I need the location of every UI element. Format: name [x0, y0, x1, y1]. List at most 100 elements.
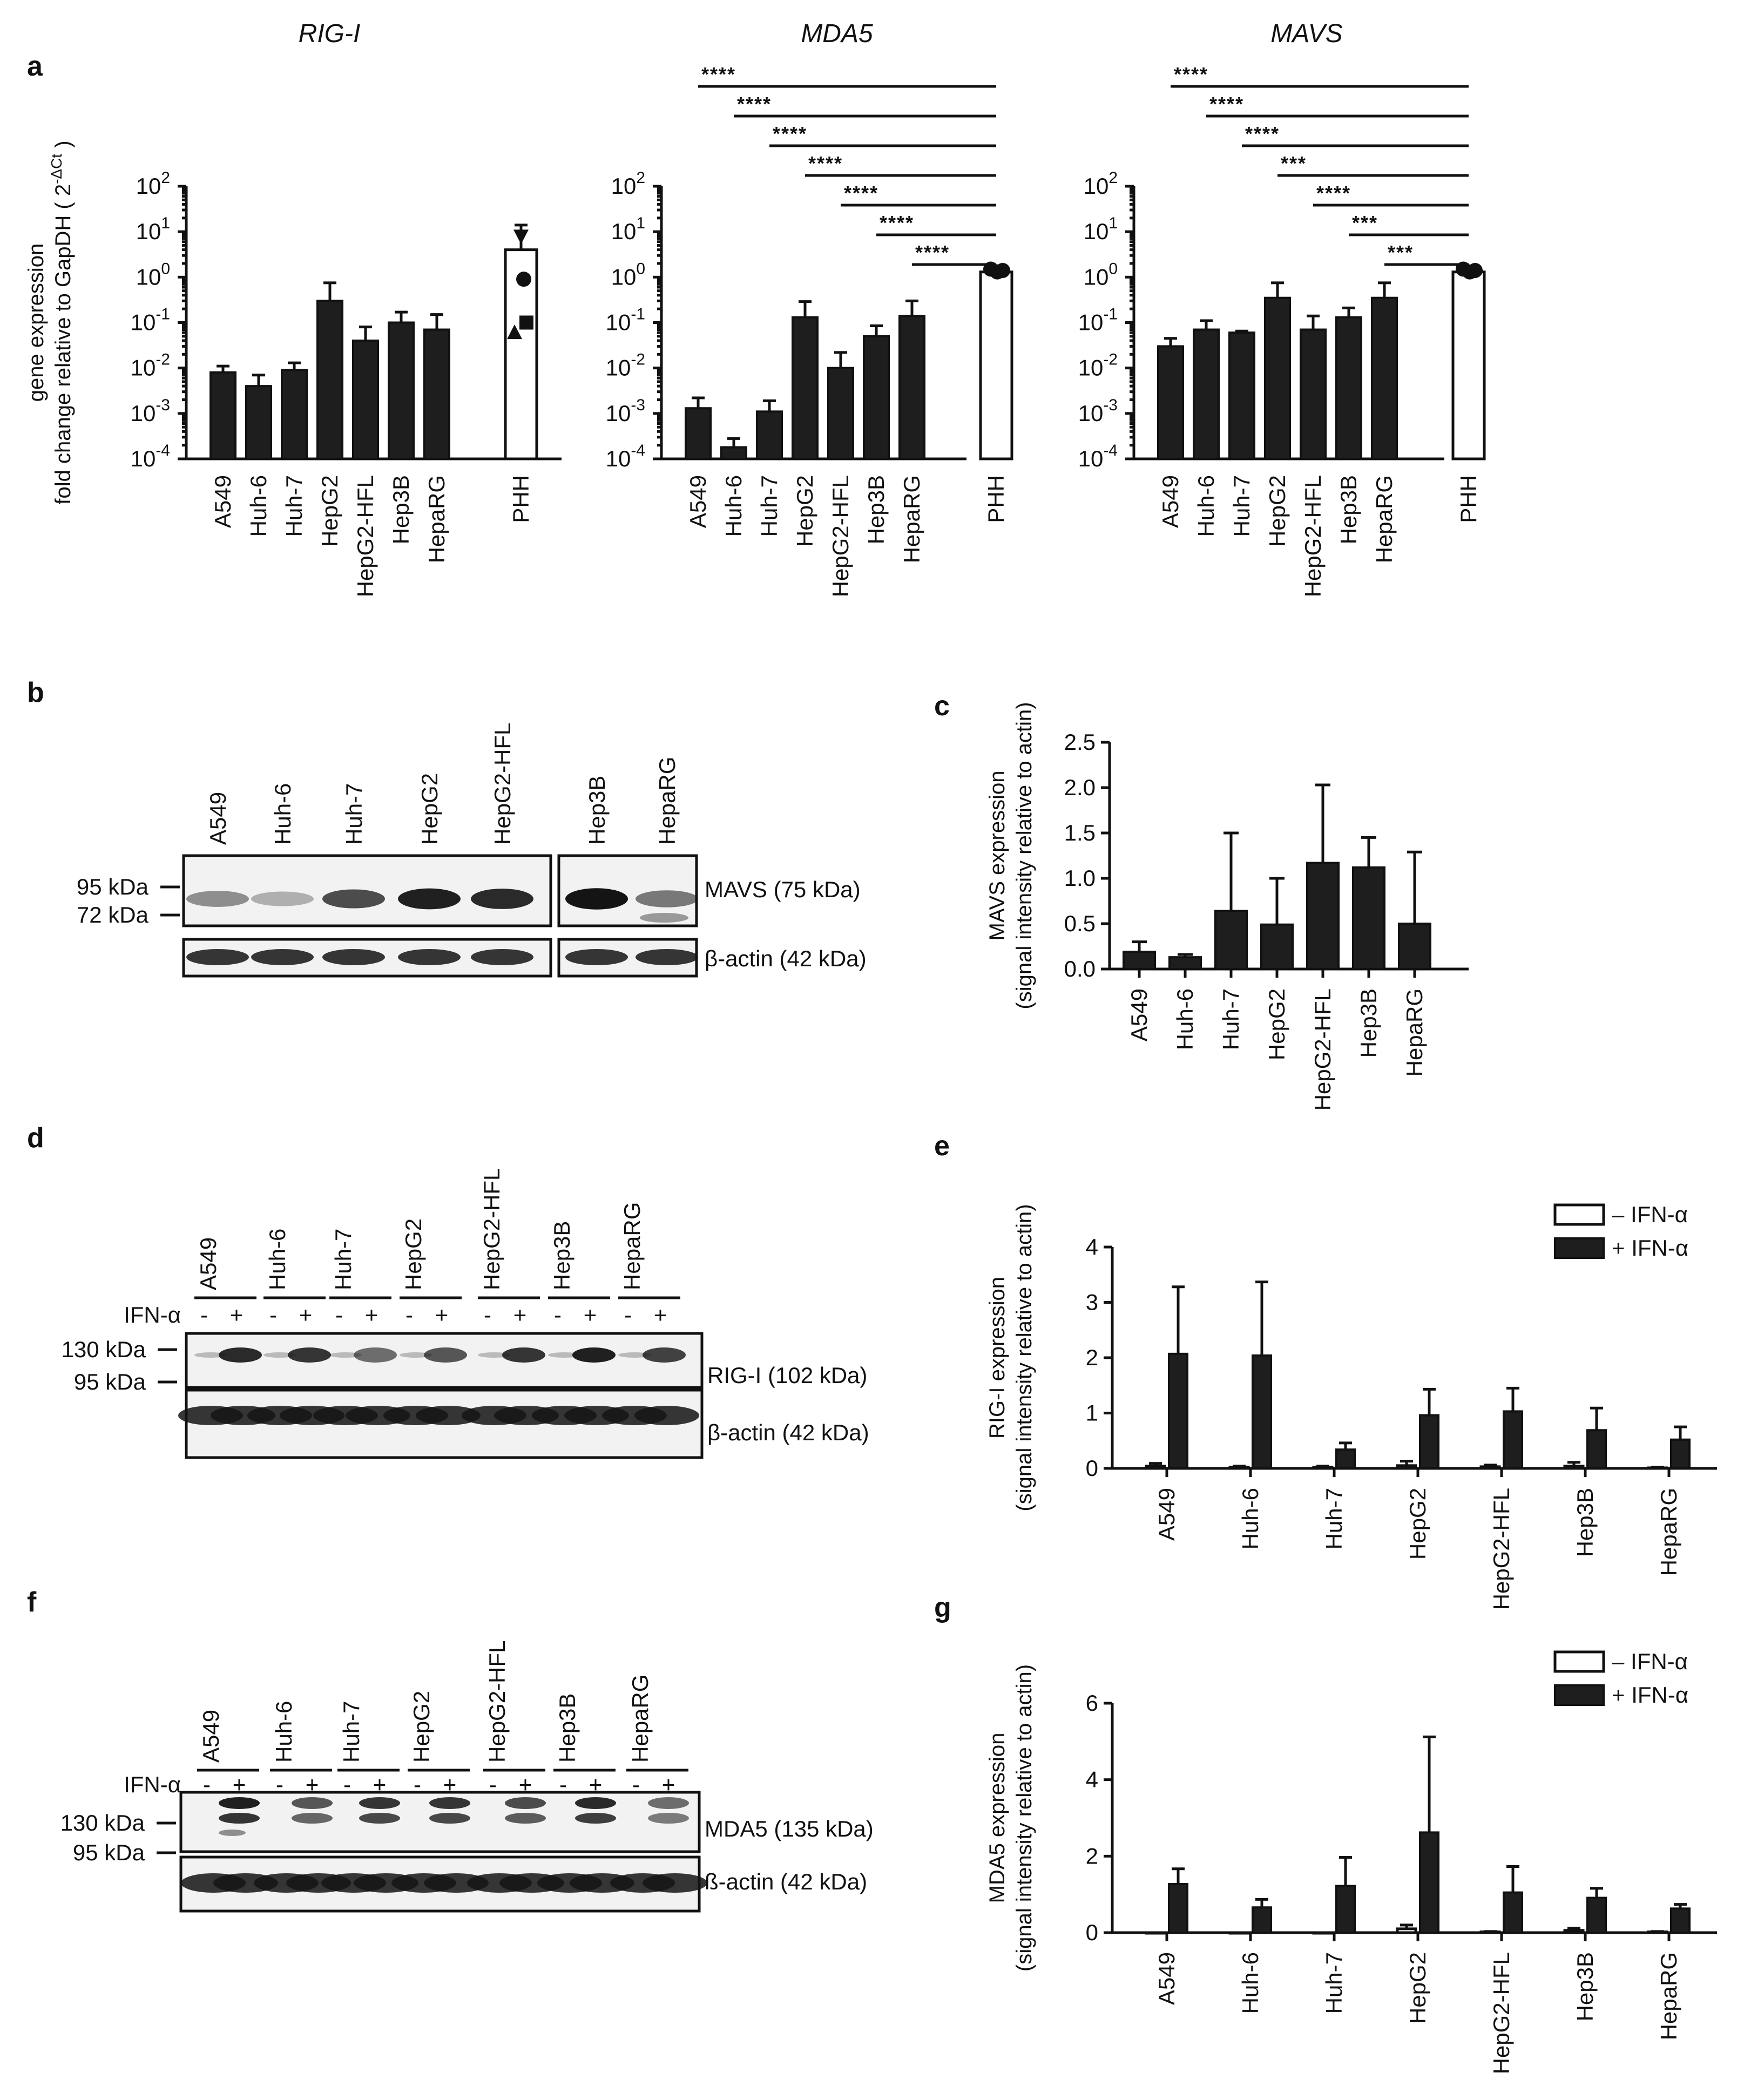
data-point — [1468, 263, 1483, 279]
y-tick-label: 10-3 — [131, 396, 170, 426]
lane-label: Huh-7 — [341, 783, 367, 845]
panel-letter-g: g — [934, 1592, 951, 1623]
y-tick-label: 2.0 — [1064, 775, 1096, 800]
lane-label: Huh-6 — [271, 1701, 296, 1763]
category-label: Huh-6 — [1238, 1952, 1263, 2014]
protein-band — [251, 949, 314, 965]
protein-band — [219, 1813, 260, 1824]
category-label: Hep3B — [1572, 1488, 1598, 1557]
lane-label: Hep3B — [549, 1221, 574, 1290]
y-tick-exponent: 0 — [161, 260, 170, 277]
treatment-minus: - — [489, 1772, 497, 1797]
bar-heparg — [1371, 296, 1398, 460]
y-tick-label: 101 — [611, 214, 645, 244]
y-tick-label: 2 — [1086, 1345, 1098, 1370]
y-axis-label-units: (signal intensity relative to actin) — [1012, 1204, 1036, 1511]
loading-control-label: ß-actin (42 kDa) — [705, 1869, 867, 1894]
y-axis-label: gene expression — [24, 243, 48, 402]
lane-label: A549 — [205, 792, 231, 845]
protein-band — [565, 949, 628, 965]
bar-huh-6 — [1193, 328, 1220, 460]
legend-swatch — [1553, 1203, 1605, 1226]
category-label: HepG2-HFL — [1489, 1488, 1514, 1610]
y-tick-label: 101 — [136, 214, 170, 244]
bar-a549-plus — [1168, 1883, 1188, 1934]
y-tick-label: 0 — [1086, 1920, 1098, 1945]
category-label: Huh-7 — [1218, 988, 1243, 1050]
protein-band — [575, 1797, 616, 1809]
protein-band — [471, 949, 533, 965]
category-label: HepG2-HFL — [1310, 988, 1335, 1110]
molecular-weight-marker: 130 kDa — [60, 1810, 145, 1835]
y-tick-label: 102 — [1084, 169, 1118, 199]
protein-band — [618, 1352, 651, 1358]
lane-label: HepG2 — [417, 773, 442, 845]
y-axis-label-superscript: -ΔCt — [48, 154, 65, 184]
bar-huh-7-minus — [1312, 1466, 1334, 1470]
category-label: HepaRG — [424, 475, 449, 563]
bar-a549-plus — [1168, 1352, 1188, 1469]
y-tick-exponent: 2 — [1108, 169, 1118, 187]
protein-band — [572, 1347, 616, 1363]
y-tick-label: 3 — [1086, 1290, 1098, 1315]
category-label: HepG2 — [792, 475, 817, 547]
y-axis-label: MDA5 expression — [985, 1733, 1009, 1903]
lane-label: HepG2-HFL — [484, 1641, 510, 1763]
significance-label: **** — [808, 152, 843, 174]
treatment-label: IFN-α — [124, 1772, 181, 1797]
bar-heparg — [1398, 923, 1431, 970]
protein-band — [398, 888, 461, 910]
treatment-minus: - — [414, 1772, 421, 1797]
bar-huh-6 — [720, 446, 747, 460]
y-tick-exponent: -1 — [631, 306, 645, 323]
bar-hepg2-hfl-minus — [1479, 1465, 1501, 1470]
protein-band — [322, 889, 385, 909]
data-point — [516, 272, 531, 287]
category-label: A549 — [1154, 1488, 1179, 1541]
y-tick-label: 102 — [136, 169, 170, 199]
lane-label: Huh-6 — [270, 783, 295, 845]
treatment-label: IFN-α — [124, 1302, 181, 1327]
y-tick-exponent: 1 — [161, 214, 170, 232]
significance-label: *** — [1388, 241, 1414, 263]
lane-label: HepG2 — [401, 1218, 426, 1290]
category-label: HepG2 — [1265, 475, 1290, 547]
protein-band — [400, 1352, 432, 1358]
protein-band — [548, 1352, 580, 1358]
significance-label: **** — [773, 123, 807, 145]
significance-label: **** — [880, 212, 914, 234]
y-tick-exponent: 2 — [161, 169, 170, 187]
panel-letter-a: a — [27, 51, 43, 82]
y-tick-label: 2 — [1086, 1843, 1098, 1868]
y-axis-label-units: fold change relative to GapDH ( 2-ΔCt ) — [48, 140, 75, 504]
category-label: Huh-7 — [281, 475, 307, 537]
panel-letter-f: f — [27, 1587, 37, 1618]
category-label: HepaRG — [1656, 1952, 1681, 2040]
y-axis-label-units: (signal intensity relative to actin) — [1012, 702, 1036, 1009]
significance-label: **** — [1174, 63, 1208, 85]
legend-swatch — [1554, 1237, 1605, 1259]
protein-band — [194, 1352, 227, 1358]
bar-huh-7-plus — [1335, 1448, 1356, 1469]
y-tick-exponent: 0 — [636, 260, 645, 277]
significance-label: *** — [1352, 212, 1378, 234]
treatment-minus: - — [624, 1302, 632, 1327]
lane-label: HepG2 — [409, 1691, 434, 1763]
treatment-minus: - — [484, 1302, 491, 1327]
bar-heparg-minus — [1647, 1930, 1668, 1934]
significance-label: **** — [915, 241, 950, 263]
y-tick-exponent: -2 — [156, 351, 170, 369]
protein-band — [478, 1352, 510, 1358]
legend-swatch — [1554, 1684, 1605, 1706]
bar-hepg2 — [1264, 296, 1291, 460]
protein-band — [634, 1406, 699, 1425]
chart-mda5-protein-expression: 0 2 4 6 MDA5 expression (signal intensity rel… — [985, 1649, 1717, 2074]
y-tick-label: 0.5 — [1064, 911, 1096, 936]
y-axis-label-units: (signal intensity relative to actin) — [1012, 1664, 1036, 1972]
treatment-plus: + — [584, 1302, 597, 1327]
chart-title: RIG-I — [299, 19, 361, 48]
y-tick-label: 1 — [1086, 1400, 1098, 1426]
bar-hepg2-plus — [1419, 1831, 1439, 1934]
